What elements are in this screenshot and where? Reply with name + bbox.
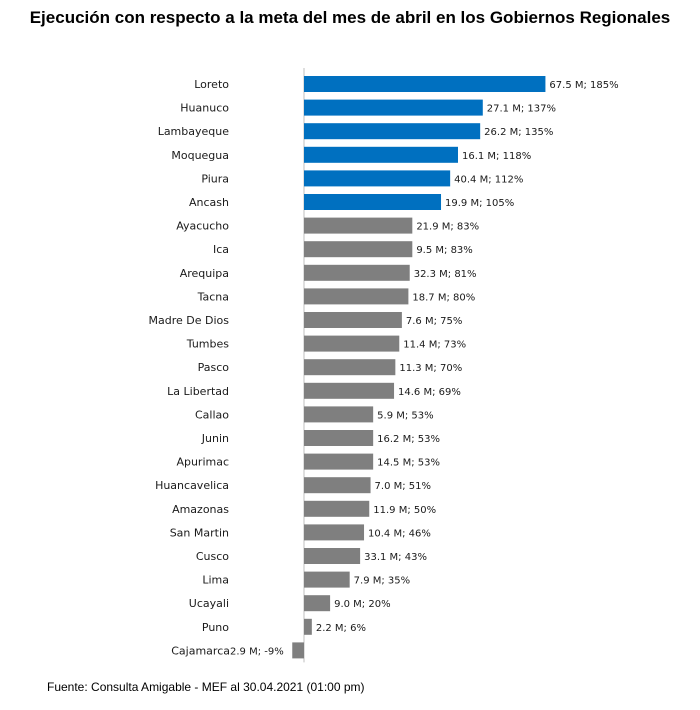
bar-callao <box>304 406 374 423</box>
bar-ayacucho <box>304 217 413 234</box>
data-label-tacna: 18.7 M; 80% <box>412 292 475 303</box>
category-label-cusco: Cusco <box>196 550 229 563</box>
category-label-tacna: Tacna <box>197 290 229 303</box>
bar-lima <box>304 571 350 588</box>
bar-lambayeque <box>304 123 481 140</box>
data-label-la-libertad: 14.6 M; 69% <box>398 387 461 398</box>
source-note: Fuente: Consulta Amigable - MEF al 30.04… <box>47 680 365 694</box>
data-label-ayacucho: 21.9 M; 83% <box>416 222 479 233</box>
data-label-ica: 9.5 M; 83% <box>416 245 472 256</box>
category-label-piura: Piura <box>201 172 229 185</box>
category-label-huanuco: Huanuco <box>180 102 229 115</box>
category-label-ayacucho: Ayacucho <box>176 220 229 233</box>
category-label-san-martin: San Martin <box>170 526 229 539</box>
category-label-lima: Lima <box>202 574 229 587</box>
data-label-ucayali: 9.0 M; 20% <box>334 599 390 610</box>
category-label-madre-de-dios: Madre De Dios <box>149 314 230 327</box>
data-label-loreto: 67.5 M; 185% <box>549 80 618 91</box>
category-label-cajamarca: Cajamarca <box>171 644 230 657</box>
data-label-puno: 2.2 M; 6% <box>316 623 366 634</box>
category-label-ucayali: Ucayali <box>189 597 229 610</box>
bar-tacna <box>304 288 409 305</box>
category-label-arequipa: Arequipa <box>180 267 229 280</box>
bar-arequipa <box>304 264 410 281</box>
category-label-moquegua: Moquegua <box>171 149 229 162</box>
bar-ucayali <box>304 595 331 612</box>
data-label-apurimac: 14.5 M; 53% <box>377 458 440 469</box>
data-label-huancavelica: 7.0 M; 51% <box>375 481 431 492</box>
data-label-arequipa: 32.3 M; 81% <box>414 269 477 280</box>
data-label-lambayeque: 26.2 M; 135% <box>484 127 553 138</box>
data-label-callao: 5.9 M; 53% <box>377 410 433 421</box>
data-label-moquegua: 16.1 M; 118% <box>462 151 531 162</box>
data-label-tumbes: 11.4 M; 73% <box>403 340 466 351</box>
bar-huancavelica <box>304 477 371 494</box>
data-label-amazonas: 11.9 M; 50% <box>373 505 436 516</box>
chart-title: Ejecución con respecto a la meta del mes… <box>29 8 671 27</box>
category-label-amazonas: Amazonas <box>172 503 229 516</box>
bar-ancash <box>304 194 442 210</box>
data-label-huanuco: 27.1 M; 137% <box>487 104 556 115</box>
data-label-cusco: 33.1 M; 43% <box>364 552 427 563</box>
data-label-ancash: 19.9 M; 105% <box>445 198 514 209</box>
category-label-huancavelica: Huancavelica <box>155 479 229 492</box>
bar-tumbes <box>304 335 400 352</box>
bar-piura <box>304 170 451 187</box>
bar-san-martin <box>304 524 365 541</box>
bar-ica <box>304 241 413 258</box>
category-label-pasco: Pasco <box>198 361 230 374</box>
category-label-ancash: Ancash <box>189 196 229 209</box>
data-label-madre-de-dios: 7.6 M; 75% <box>406 316 462 327</box>
category-label-lambayeque: Lambayeque <box>158 125 230 138</box>
category-label-apurimac: Apurimac <box>176 456 229 469</box>
data-label-cajamarca: 2.9 M; -9% <box>230 646 284 657</box>
data-label-lima: 7.9 M; 35% <box>354 576 410 587</box>
category-label-callao: Callao <box>195 408 229 421</box>
data-label-junin: 16.2 M; 53% <box>377 434 440 445</box>
data-label-pasco: 11.3 M; 70% <box>399 363 462 374</box>
bar-la-libertad <box>304 382 395 399</box>
bar-amazonas <box>304 500 370 517</box>
bar-moquegua <box>304 146 458 163</box>
category-label-la-libertad: La Libertad <box>167 385 229 398</box>
bar-cusco <box>304 548 361 564</box>
category-label-tumbes: Tumbes <box>186 338 229 351</box>
bar-apurimac <box>304 453 374 470</box>
bar-junin <box>304 430 374 446</box>
bar-madre-de-dios <box>304 312 402 328</box>
bar-pasco <box>304 359 396 376</box>
category-label-junin: Junin <box>201 432 229 445</box>
category-label-puno: Puno <box>202 621 229 634</box>
bar-loreto <box>304 76 546 92</box>
bar-cajamarca <box>292 642 304 659</box>
bar-puno <box>304 618 312 635</box>
bar-chart: Loreto 67.5 M; 185% Huanuco 27.1 M; 137% Lam… <box>149 68 619 663</box>
category-label-ica: Ica <box>213 243 229 256</box>
data-label-san-martin: 10.4 M; 46% <box>368 528 431 539</box>
category-label-loreto: Loreto <box>194 78 229 91</box>
bar-huanuco <box>304 99 483 116</box>
data-label-piura: 40.4 M; 112% <box>454 174 523 185</box>
